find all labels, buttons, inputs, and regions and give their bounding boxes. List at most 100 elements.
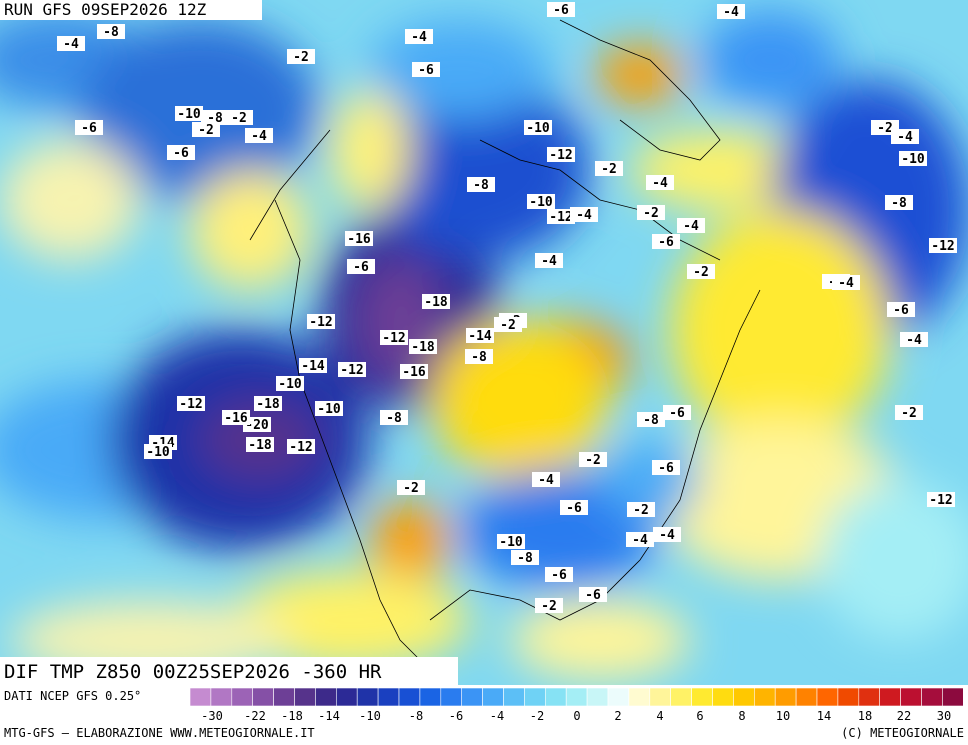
contour-label-box: [532, 472, 560, 487]
contour-label-box: [652, 460, 680, 475]
colorbar-swatch: [335, 687, 358, 707]
colorbar-swatch: [252, 687, 274, 707]
map-title: DIF TMP Z850 00Z25SEP2026 -360 HR: [4, 661, 382, 683]
contour-label-box: [653, 527, 681, 542]
colorbar-swatch: [231, 687, 254, 707]
colorbar-swatch: [816, 687, 839, 707]
contour-label-box: [97, 24, 125, 39]
colorbar-swatch: [503, 687, 525, 707]
contour-label: -8: [386, 411, 402, 426]
contour-label: -12: [382, 331, 405, 346]
contour-label: -6: [551, 568, 567, 583]
contour-label-box: [832, 275, 860, 290]
contour-label: -6: [585, 588, 601, 603]
contour-label: -14: [301, 359, 325, 374]
contour-label-box: [497, 534, 525, 549]
contour-label-box: [579, 587, 607, 602]
colorbar-swatch: [461, 687, 483, 707]
contour-label: -4: [251, 129, 267, 144]
contour-label-box: [465, 349, 493, 364]
contour-label-box: [927, 492, 955, 507]
colorbar-swatch: [670, 687, 692, 707]
contour-label-box: [899, 151, 927, 166]
contour-label: -12: [179, 397, 202, 412]
contour-label: -2: [643, 206, 659, 221]
contour-label: -10: [278, 377, 302, 392]
colorbar-swatch: [649, 687, 671, 707]
contour-label: -8: [103, 25, 119, 40]
colorbar-swatch: [565, 687, 588, 707]
contour-label: -2: [877, 121, 893, 136]
contour-label-box: [276, 376, 304, 391]
contour-label-box: [245, 128, 273, 143]
contour-label: -4: [652, 176, 668, 191]
contour-label: -12: [929, 493, 952, 508]
contour-label-box: [891, 129, 919, 144]
colorbar-swatch: [879, 687, 901, 707]
colorbar-swatch: [858, 687, 880, 707]
contour-label: -4: [632, 533, 648, 548]
contour-label-box: [75, 120, 103, 135]
contour-label: -10: [177, 107, 201, 122]
contour-label-box: [524, 120, 552, 135]
contour-label-box: [380, 410, 408, 425]
contour-label-box: [637, 205, 665, 220]
contour-label-box: [167, 145, 195, 160]
contour-label: -4: [411, 30, 427, 45]
colorbar-label: 18: [858, 709, 872, 723]
colorbar-swatch: [544, 687, 567, 707]
colorbar-label: -10: [359, 709, 381, 723]
contour-label: -2: [403, 481, 419, 496]
contour-label-box: [545, 567, 573, 582]
contour-label: -14: [468, 329, 492, 344]
contour-label: -2: [500, 318, 516, 333]
contour-label-box: [494, 317, 522, 332]
contour-label: -2: [231, 111, 247, 126]
contour-label: -8: [517, 551, 533, 566]
colorbar-label: -22: [244, 709, 266, 723]
contour-label: -4: [541, 254, 557, 269]
contour-label: -2: [901, 406, 917, 421]
colorbar-swatch: [482, 687, 504, 707]
colorbar-swatch: [210, 687, 233, 707]
colorbar-swatch: [900, 687, 922, 707]
colorbar-swatch: [607, 687, 630, 707]
colorbar-label: 0: [573, 709, 580, 723]
contour-label-box: [254, 396, 282, 411]
contour-label-box: [347, 259, 375, 274]
contour-label-box: [397, 480, 425, 495]
contour-label-box: [560, 500, 588, 515]
contour-label-box: [646, 175, 674, 190]
contour-label-box: [511, 550, 539, 565]
contour-label: -16: [347, 232, 371, 247]
contour-label-box: [175, 106, 203, 121]
colorbar-swatch: [315, 687, 337, 707]
contour-label-box: [192, 122, 220, 137]
contour-label-box: [315, 401, 343, 416]
contour-label: -18: [256, 397, 280, 412]
contour-label: -4: [906, 333, 922, 348]
contour-label-box: [405, 29, 433, 44]
contour-label-box: [900, 332, 928, 347]
colorbar-swatch: [273, 687, 295, 707]
contour-label: -4: [683, 219, 699, 234]
colorbar-label: -8: [409, 709, 423, 723]
colorbar-label: 4: [656, 709, 663, 723]
contour-label-box: [595, 161, 623, 176]
contour-label-box: [57, 36, 85, 51]
contour-label-box: [895, 405, 923, 420]
contour-label: -2: [198, 123, 214, 138]
contour-label-box: [246, 437, 274, 452]
contour-label: -8: [891, 196, 907, 211]
colorbar-swatch: [795, 687, 818, 707]
colorbar-label: -2: [530, 709, 544, 723]
contour-label: -6: [658, 461, 674, 476]
contour-label: -18: [424, 295, 448, 310]
contour-label-box: [422, 294, 450, 309]
contour-label: -10: [317, 402, 341, 417]
contour-label-box: [412, 62, 440, 77]
contour-label: -2: [693, 265, 709, 280]
contour-label-box: [626, 532, 654, 547]
contour-label-box: [663, 405, 691, 420]
